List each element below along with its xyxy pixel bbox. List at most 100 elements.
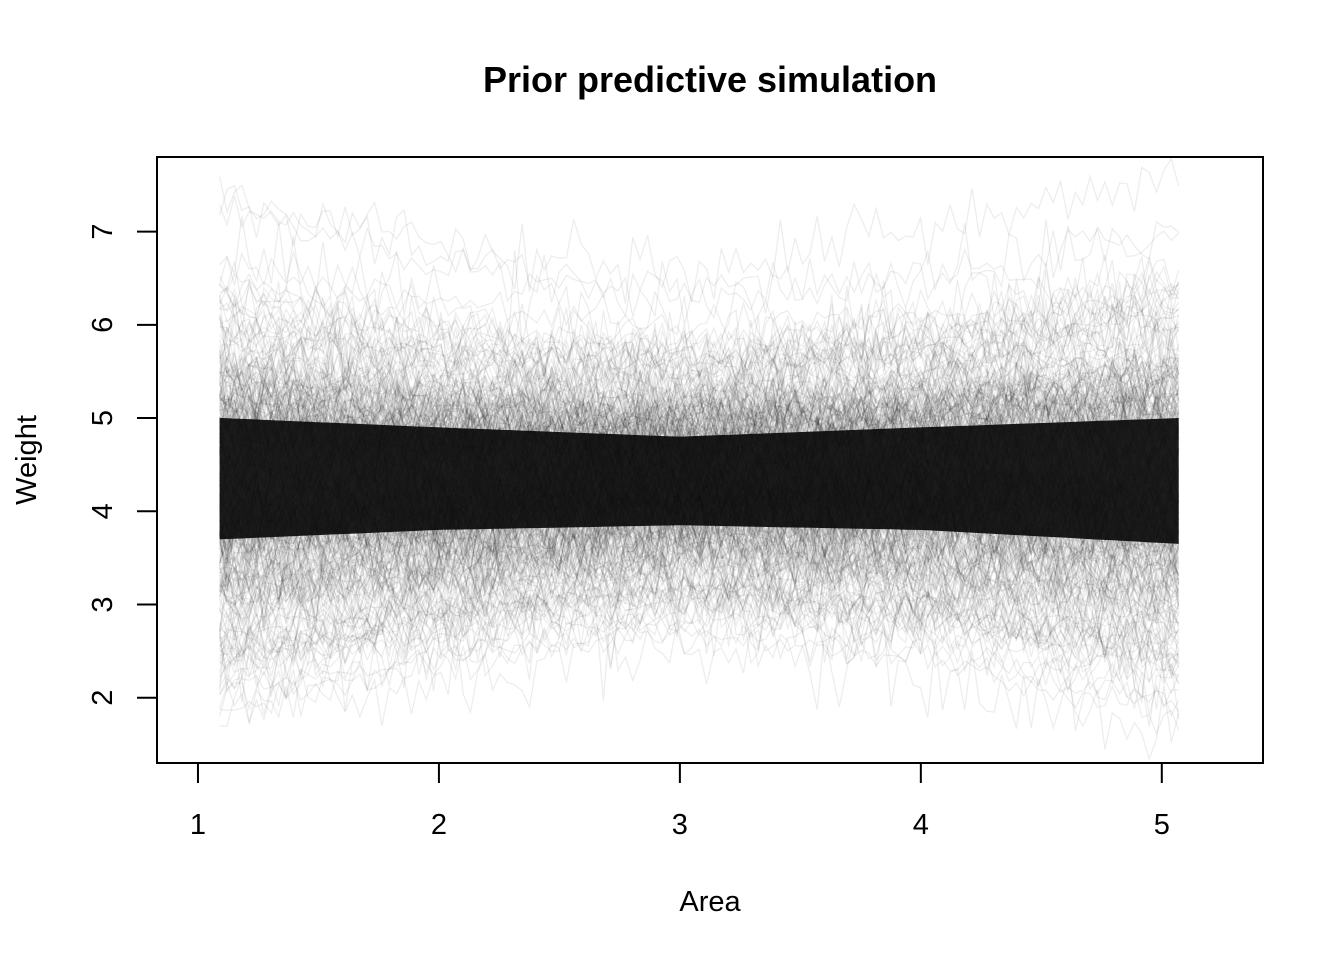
- simulation-line: [219, 502, 1180, 633]
- simulation-line: [219, 482, 1180, 575]
- simulation-line: [219, 319, 1180, 434]
- simulation-line: [218, 215, 1179, 373]
- simulation-line: [219, 355, 1180, 467]
- simulation-line: [219, 513, 1180, 639]
- x-tick-label: 3: [672, 809, 688, 841]
- simulation-line: [219, 500, 1180, 596]
- simulation-line: [218, 567, 1179, 715]
- simulation-line: [218, 576, 1180, 728]
- simulation-line: [218, 326, 1179, 413]
- chart-title: Prior predictive simulation: [483, 59, 937, 100]
- simulation-line: [218, 535, 1179, 606]
- simulation-line: [218, 579, 1180, 686]
- simulation-line: [218, 500, 1180, 675]
- simulation-line: [218, 512, 1180, 623]
- y-tick-label: 3: [87, 596, 119, 612]
- simulation-line: [219, 370, 1180, 486]
- simulation-line: [218, 514, 1180, 632]
- simulation-line: [218, 580, 1180, 718]
- simulation-line: [218, 195, 1180, 326]
- simulation-line: [219, 526, 1180, 665]
- simulation-line: [219, 308, 1180, 386]
- simulation-line: [219, 548, 1179, 634]
- x-tick-label: 2: [431, 809, 447, 841]
- simulation-line: [219, 525, 1180, 643]
- simulation-line: [218, 524, 1180, 629]
- simulation-line: [219, 498, 1179, 604]
- y-tick-label: 6: [87, 317, 119, 333]
- simulation-line: [218, 539, 1180, 653]
- simulation-line: [218, 554, 1180, 666]
- simulation-line: [219, 575, 1180, 676]
- y-tick-label: 7: [87, 224, 119, 240]
- simulation-line: [218, 176, 1180, 318]
- simulation-line: [218, 371, 1180, 442]
- simulation-line: [218, 345, 1180, 453]
- x-tick-label: 5: [1154, 809, 1170, 841]
- simulation-line: [218, 296, 1179, 412]
- dense-core-band: [219, 417, 1179, 544]
- simulation-line: [218, 335, 1180, 441]
- simulation-line: [218, 354, 1180, 451]
- simulation-line: [219, 518, 1179, 639]
- simulation-line: [219, 356, 1180, 444]
- simulation-line: [219, 496, 1180, 596]
- simulation-line: [218, 572, 1180, 720]
- simulation-line: [219, 363, 1180, 422]
- simulation-line: [219, 545, 1180, 710]
- simulation-line: [219, 607, 1180, 761]
- simulation-line: [219, 251, 1180, 345]
- simulation-line: [218, 258, 1179, 399]
- simulation-line: [219, 519, 1180, 639]
- simulation-line: [219, 360, 1180, 435]
- y-axis: 2 3 4 5 6 7: [87, 224, 158, 706]
- simulation-line: [218, 509, 1180, 613]
- simulation-line: [218, 519, 1179, 583]
- simulation-line: [219, 567, 1180, 683]
- simulation-line: [218, 497, 1180, 682]
- simulation-line: [219, 273, 1180, 398]
- y-axis-label: Weight: [11, 415, 43, 505]
- simulation-line: [218, 291, 1180, 397]
- y-tick-label: 4: [87, 503, 119, 519]
- simulation-line: [219, 486, 1180, 635]
- simulation-line: [219, 259, 1180, 404]
- simulation-line: [218, 574, 1179, 664]
- simulation-line: [219, 474, 1179, 589]
- simulation-line: [219, 378, 1180, 432]
- simulation-line: [219, 340, 1179, 432]
- simulation-line: [219, 549, 1180, 677]
- simulation-line: [218, 554, 1180, 670]
- simulation-line: [218, 340, 1180, 463]
- simulation-line: [218, 561, 1180, 709]
- simulation-line: [218, 531, 1180, 675]
- simulation-line: [219, 370, 1179, 455]
- x-tick-label: 1: [190, 809, 206, 841]
- simulation-line: [219, 281, 1180, 411]
- simulation-line: [218, 549, 1180, 700]
- simulation-line: [218, 315, 1179, 444]
- simulation-line: [219, 235, 1180, 412]
- simulation-line: [219, 358, 1179, 440]
- simulation-line: [219, 286, 1180, 417]
- simulation-line: [219, 525, 1180, 571]
- simulation-line: [218, 518, 1180, 598]
- simulation-line: [218, 489, 1180, 592]
- simulation-line: [218, 500, 1180, 625]
- simulation-line: [218, 352, 1180, 473]
- simulation-line: [219, 551, 1180, 672]
- simulation-line: [219, 552, 1180, 638]
- simulation-line: [219, 569, 1180, 667]
- simulation-line: [219, 366, 1180, 442]
- y-tick-label: 5: [87, 410, 119, 426]
- simulation-line: [219, 339, 1179, 408]
- simulation-line: [219, 319, 1179, 416]
- simulation-line: [218, 320, 1180, 423]
- simulation-line: [219, 598, 1179, 710]
- x-axis-label: Area: [679, 886, 741, 918]
- simulation-line: [219, 287, 1180, 382]
- simulation-line: [219, 349, 1180, 424]
- simulation-line: [218, 362, 1180, 456]
- simulation-line: [219, 375, 1180, 436]
- x-axis: 1 2 3 4 5: [190, 762, 1170, 841]
